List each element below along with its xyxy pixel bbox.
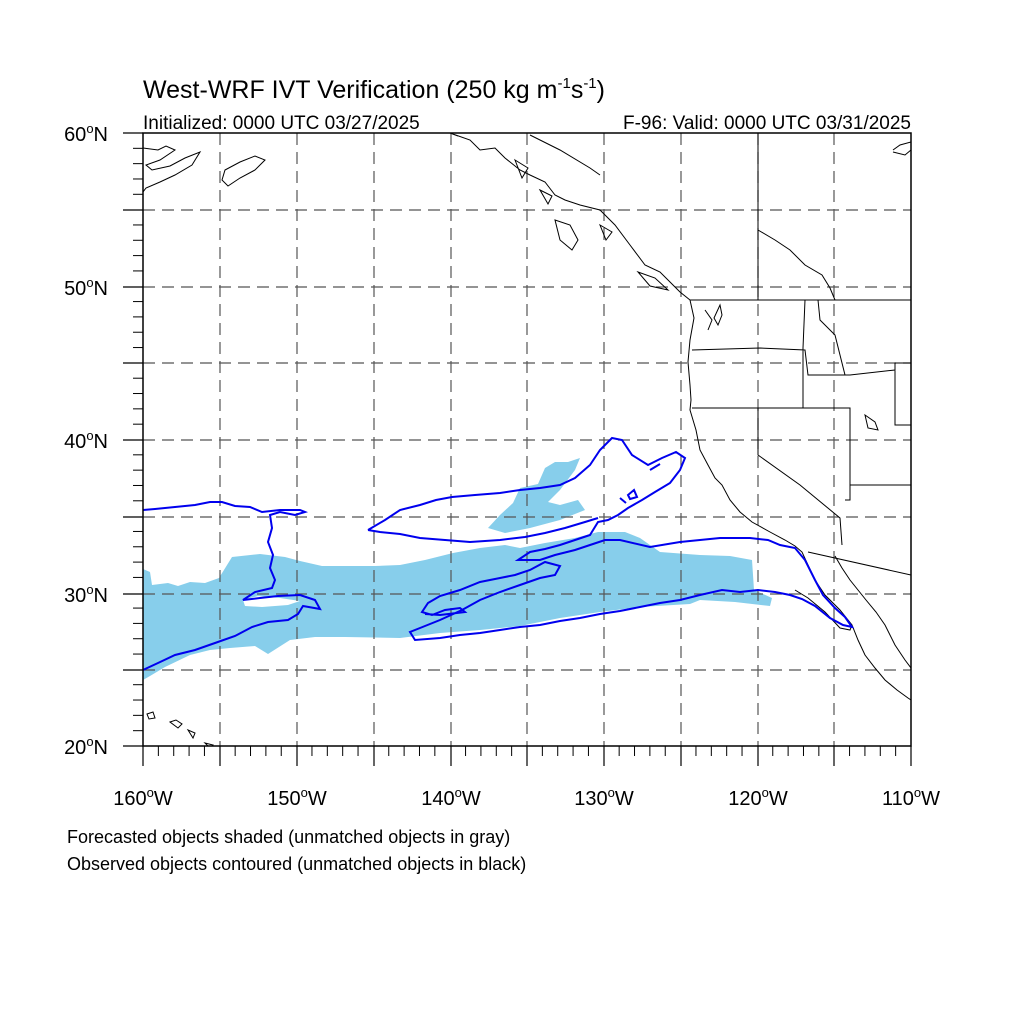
lon-label-150w: 150oW xyxy=(267,785,327,810)
hawaii-islands xyxy=(146,711,214,746)
great-salt-lake xyxy=(864,413,879,431)
lon-label-130w: 130oW xyxy=(574,785,634,810)
observed-objects xyxy=(143,436,855,671)
legend-forecast-note: Forecasted objects shaded (unmatched obj… xyxy=(67,827,510,847)
forecast-objects xyxy=(143,458,772,680)
ne-corner-coast xyxy=(892,141,911,156)
longitude-labels: 160oW 150oW 140oW 130oW 120oW 110oW xyxy=(113,785,940,810)
alaska-coast xyxy=(143,133,691,301)
state-borders xyxy=(691,299,911,576)
valid-label: F-96: Valid: 0000 UTC 03/31/2025 xyxy=(623,113,911,134)
lat-label-30: 30oN xyxy=(64,582,108,607)
lat-label-20: 20oN xyxy=(64,734,108,759)
observed-contour-north xyxy=(367,436,855,642)
lon-label-160w: 160oW xyxy=(113,785,173,810)
initialized-label: Initialized: 0000 UTC 03/27/2025 xyxy=(143,113,420,134)
lon-label-140w: 140oW xyxy=(421,785,481,810)
lat-label-60: 60oN xyxy=(64,121,108,146)
lat-label-50: 50oN xyxy=(64,275,108,300)
map-title: West-WRF IVT Verification (250 kg m-1s-1… xyxy=(143,75,605,104)
baja-california xyxy=(834,555,911,701)
lon-label-120w: 120oW xyxy=(728,785,788,810)
forecast-object-north xyxy=(488,458,585,533)
forecast-object-main xyxy=(143,532,772,680)
lon-label-110w: 110oW xyxy=(882,785,940,810)
plot-frame xyxy=(123,132,912,766)
graticule xyxy=(143,133,911,746)
canada-inland xyxy=(757,133,836,301)
latitude-labels: 60oN 50oN 40oN 30oN 20oN xyxy=(64,121,108,759)
lat-label-40: 40oN xyxy=(64,428,108,453)
observed-contour-main xyxy=(143,501,322,671)
legend-observed-note: Observed objects contoured (unmatched ob… xyxy=(67,854,526,874)
